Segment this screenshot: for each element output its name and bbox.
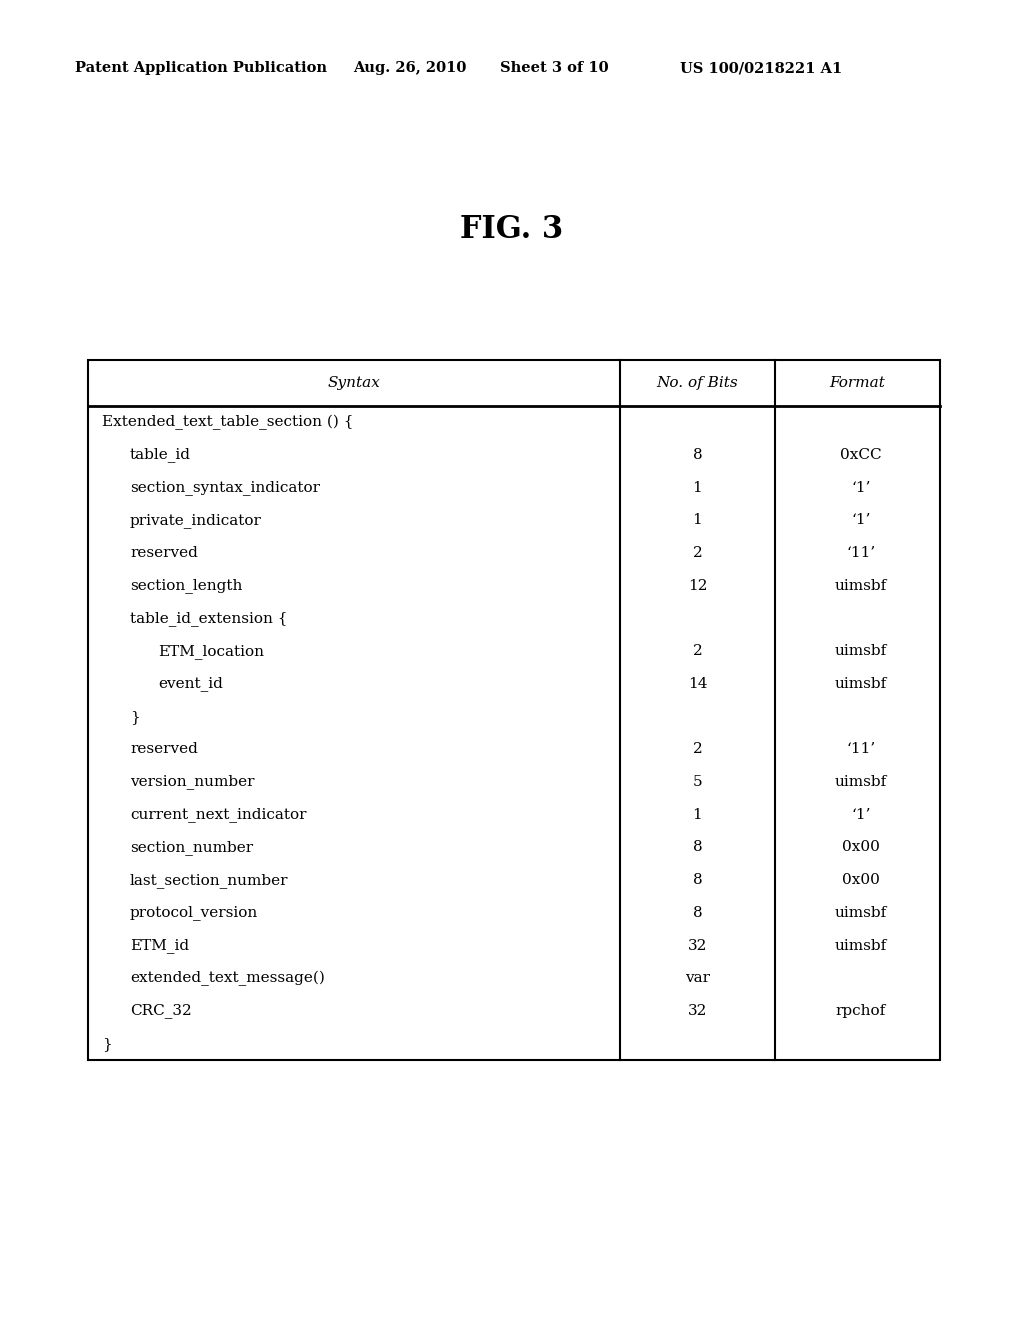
Text: 5: 5 [692,775,702,789]
Text: 32: 32 [688,1005,708,1018]
Text: ETM_location: ETM_location [158,644,264,659]
Text: Syntax: Syntax [328,376,381,389]
Text: section_number: section_number [130,840,253,855]
Text: ‘1’: ‘1’ [851,808,870,822]
Text: section_syntax_indicator: section_syntax_indicator [130,480,319,495]
Text: uimsbf: uimsbf [835,644,887,659]
Text: var: var [685,972,710,985]
Text: }: } [102,1036,112,1051]
Text: Patent Application Publication: Patent Application Publication [75,61,327,75]
Bar [88,360,940,1060]
Text: Format: Format [829,376,886,389]
Text: uimsbf: uimsbf [835,939,887,953]
Text: 2: 2 [692,546,702,560]
Text: reserved: reserved [130,546,198,560]
Text: 12: 12 [688,579,708,593]
Text: current_next_indicator: current_next_indicator [130,808,306,822]
Text: last_section_number: last_section_number [130,873,289,887]
Text: 0x00: 0x00 [842,873,880,887]
Text: version_number: version_number [130,775,255,789]
Text: ‘1’: ‘1’ [851,480,870,495]
Text: uimsbf: uimsbf [835,677,887,690]
Text: table_id_extension {: table_id_extension { [130,611,288,626]
Text: CRC_32: CRC_32 [130,1003,191,1019]
Text: FIG. 3: FIG. 3 [461,214,563,246]
Text: US 100/0218221 A1: US 100/0218221 A1 [680,61,843,75]
Text: uimsbf: uimsbf [835,579,887,593]
Text: ‘1’: ‘1’ [851,513,870,528]
Text: 8: 8 [692,873,702,887]
Text: 14: 14 [688,677,708,690]
Text: extended_text_message(): extended_text_message() [130,970,325,986]
Text: 8: 8 [692,447,702,462]
Text: 2: 2 [692,644,702,659]
Text: ‘11’: ‘11’ [846,546,876,560]
Text: Sheet 3 of 10: Sheet 3 of 10 [500,61,608,75]
Text: Extended_text_table_section () {: Extended_text_table_section () { [102,414,353,430]
Text: 1: 1 [692,513,702,528]
Text: No. of Bits: No. of Bits [656,376,738,389]
Text: Aug. 26, 2010: Aug. 26, 2010 [353,61,466,75]
Text: ETM_id: ETM_id [130,939,189,953]
Text: table_id: table_id [130,447,191,462]
Text: uimsbf: uimsbf [835,906,887,920]
Text: uimsbf: uimsbf [835,775,887,789]
Text: rpchof: rpchof [836,1005,886,1018]
Text: 8: 8 [692,841,702,854]
Text: section_length: section_length [130,578,243,593]
Text: reserved: reserved [130,742,198,756]
Text: 0x00: 0x00 [842,841,880,854]
Text: 2: 2 [692,742,702,756]
Text: 0xCC: 0xCC [840,447,882,462]
Text: 1: 1 [692,808,702,822]
Text: 8: 8 [692,906,702,920]
Text: private_indicator: private_indicator [130,513,262,528]
Text: protocol_version: protocol_version [130,906,258,920]
Text: 32: 32 [688,939,708,953]
Text: 1: 1 [692,480,702,495]
Text: event_id: event_id [158,677,223,692]
Text: ‘11’: ‘11’ [846,742,876,756]
Text: }: } [130,710,139,723]
